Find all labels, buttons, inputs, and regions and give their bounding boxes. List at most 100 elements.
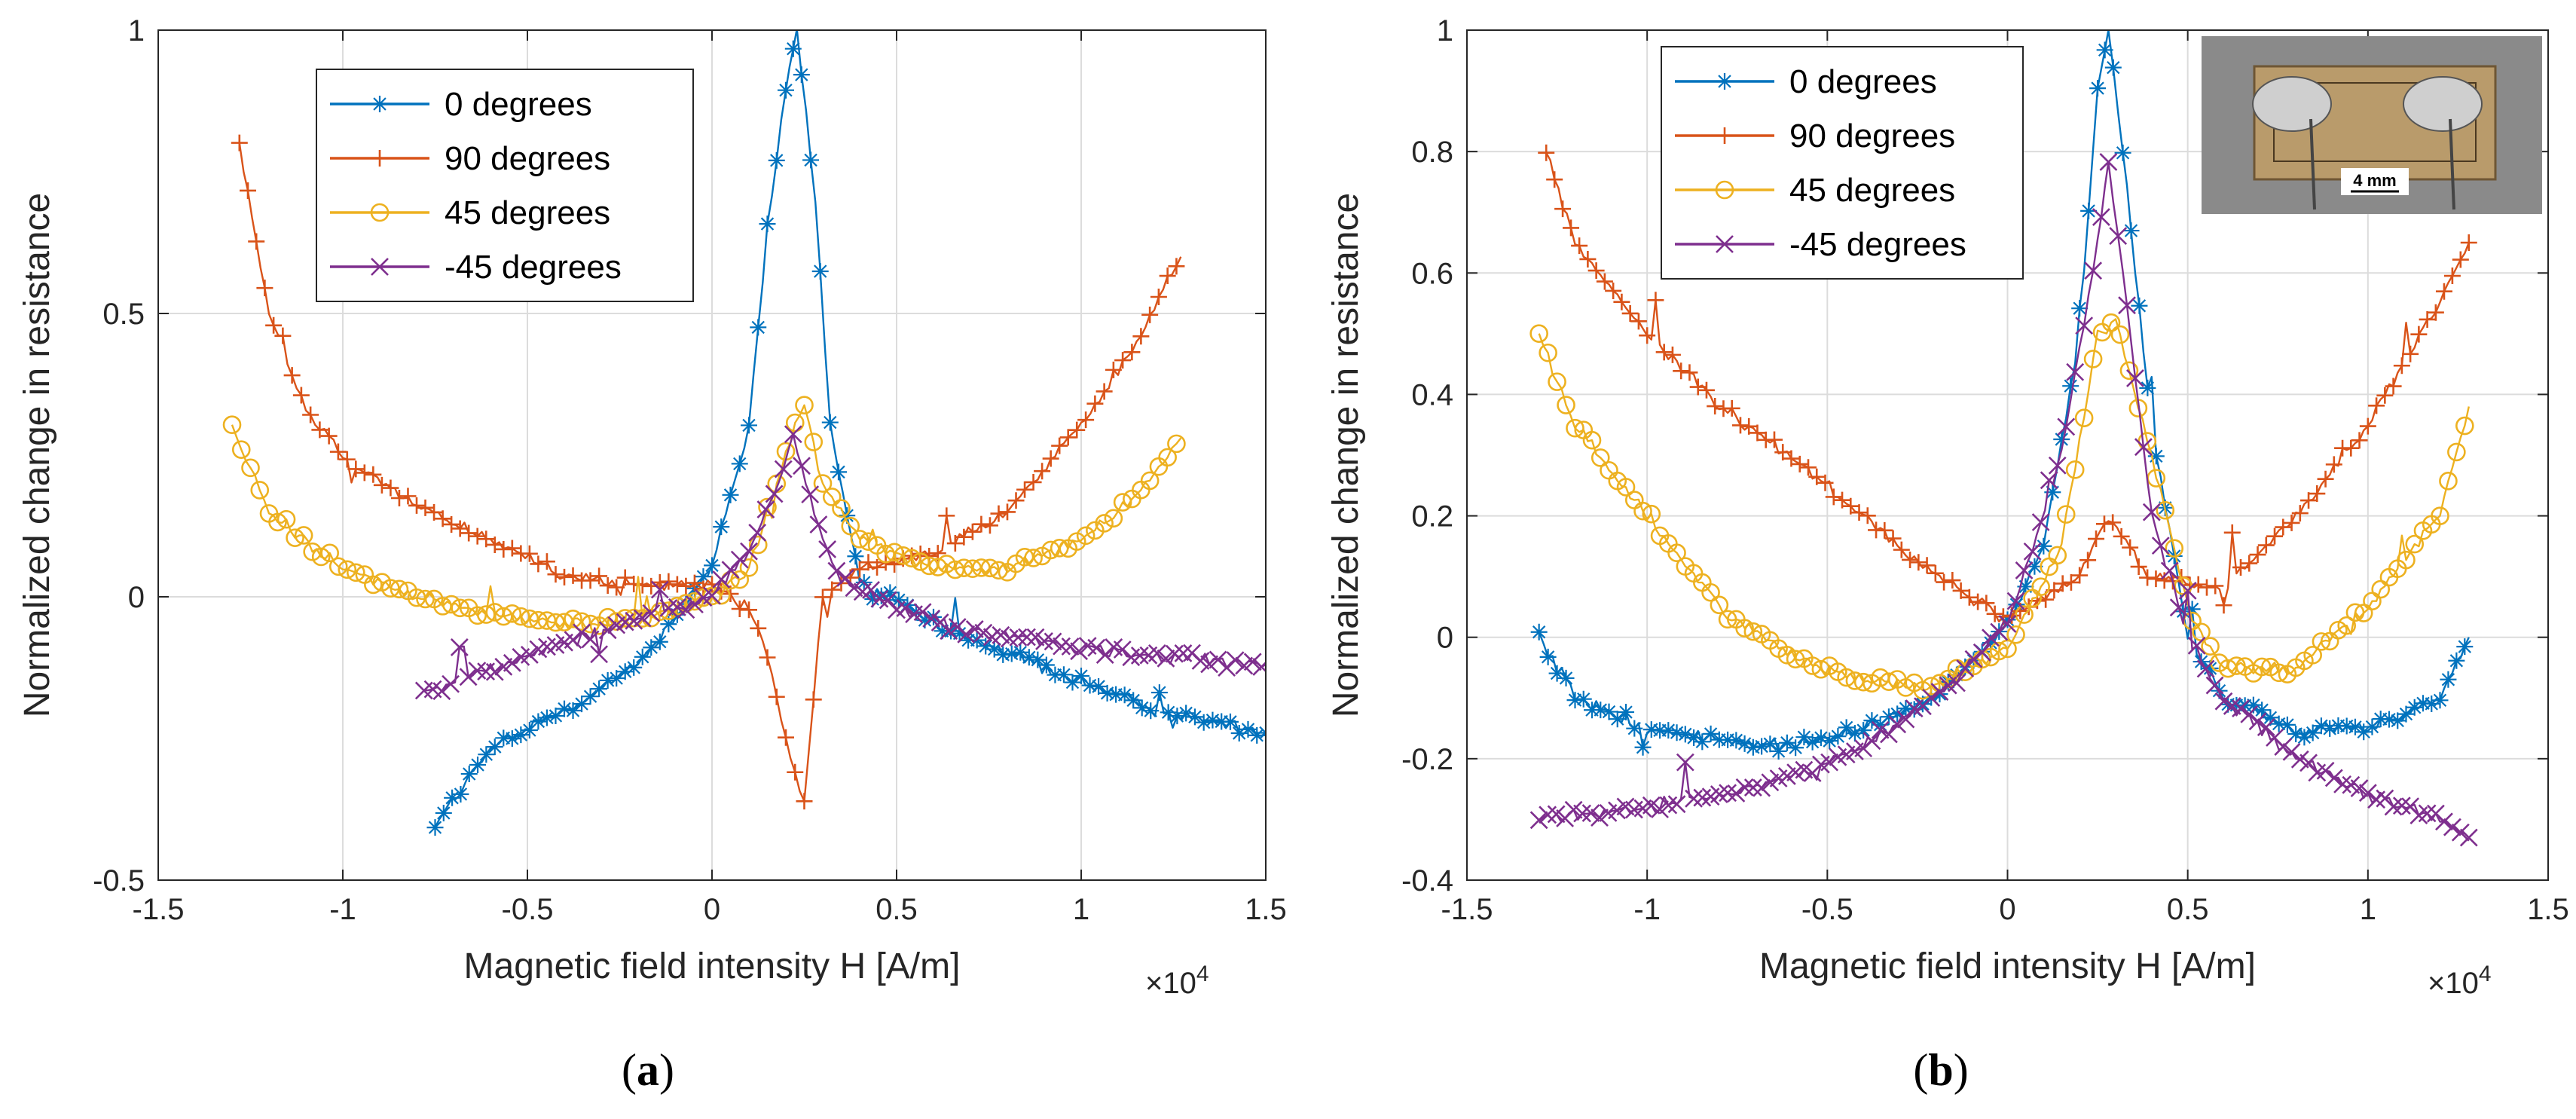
legend-marker	[1716, 235, 1734, 253]
data-point	[951, 625, 968, 642]
data-point	[2214, 692, 2233, 711]
legend-label: 0 degrees	[445, 86, 592, 123]
data-point	[1020, 649, 1037, 666]
data-point	[633, 609, 652, 628]
data-point	[1086, 395, 1104, 412]
data-point	[1226, 651, 1245, 670]
data-point	[2249, 546, 2266, 564]
legend-label: 90 degrees	[445, 140, 610, 177]
data-point	[572, 612, 591, 631]
data-point	[529, 610, 548, 630]
data-point	[1547, 805, 1566, 824]
data-point	[1838, 719, 1855, 736]
data-point	[547, 707, 564, 724]
data-point	[943, 622, 960, 640]
y-tick-label: -0.2	[1401, 743, 1453, 776]
data-point	[1113, 493, 1132, 512]
data-point	[2337, 616, 2356, 635]
data-point	[940, 622, 958, 641]
data-point	[885, 543, 904, 562]
data-point	[1104, 509, 1123, 528]
data-point	[268, 512, 287, 532]
data-point	[1575, 690, 1592, 708]
data-point	[328, 557, 348, 576]
series-layer	[1529, 30, 2478, 847]
data-point	[364, 575, 383, 595]
data-point	[1600, 703, 1618, 720]
data-point	[1774, 444, 1792, 461]
data-point	[1105, 361, 1122, 378]
x-multiplier: ×104	[1145, 962, 1209, 1000]
data-point	[443, 515, 460, 533]
data-point	[2196, 659, 2215, 678]
data-point	[811, 263, 829, 280]
data-point	[1825, 488, 1842, 506]
data-point	[1034, 463, 1051, 480]
legend: 0 degrees 90 degrees 45 degrees -45 degrees	[316, 69, 694, 302]
y-tick-label: 0.5	[102, 298, 145, 331]
data-point	[1930, 683, 1949, 701]
data-point	[1681, 364, 1698, 381]
data-point	[1969, 593, 1987, 610]
data-point	[1141, 306, 1159, 323]
x-tick-label: -1.5	[133, 893, 185, 926]
data-point	[809, 515, 828, 534]
data-point	[616, 663, 634, 680]
data-point	[1689, 378, 1707, 396]
data-point	[995, 646, 1012, 663]
data-point	[765, 485, 784, 503]
data-point	[2389, 712, 2406, 729]
data-point	[2048, 456, 2067, 475]
legend-item-90-degrees: 90 degrees	[1675, 118, 1955, 154]
data-point	[2252, 657, 2272, 677]
data-point	[2376, 387, 2394, 404]
data-point	[847, 548, 864, 565]
data-point	[977, 637, 995, 655]
data-point	[591, 680, 608, 698]
data-point	[1927, 564, 1944, 582]
data-point	[1166, 644, 1184, 663]
data-point	[503, 604, 522, 623]
data-point	[1651, 800, 1669, 818]
data-point	[616, 569, 634, 586]
data-point	[974, 623, 993, 642]
data-point	[2223, 524, 2241, 541]
data-point	[442, 674, 460, 693]
data-point	[2358, 784, 2377, 803]
series-layer	[222, 30, 1266, 836]
data-point	[1777, 646, 1797, 665]
data-point	[2283, 514, 2300, 531]
data-point	[1053, 637, 1071, 656]
data-point	[748, 523, 767, 542]
data-point	[512, 726, 530, 744]
data-point	[444, 789, 461, 806]
data-point	[1067, 532, 1086, 551]
data-point	[294, 526, 313, 545]
data-point	[1530, 623, 1548, 641]
data-point	[302, 406, 319, 423]
data-point	[2452, 251, 2469, 268]
data-point	[911, 552, 930, 571]
data-point	[1108, 686, 1125, 703]
data-point	[2139, 379, 2156, 396]
data-point	[1701, 582, 1720, 602]
y-axis-label: Normalized change in resistance	[1326, 193, 1366, 717]
data-point	[1735, 778, 1754, 796]
data-point	[2460, 234, 2477, 251]
data-point	[2269, 663, 2288, 683]
data-point	[1221, 713, 1239, 730]
data-point	[1133, 699, 1150, 717]
data-point	[2088, 530, 2105, 548]
legend-item-45-degrees: -45 degrees	[330, 249, 622, 286]
data-point	[916, 612, 934, 629]
data-point	[1743, 622, 1763, 641]
data-point	[1051, 437, 1068, 454]
y-tick-label: -0.4	[1401, 864, 1453, 897]
legend-item-0-degrees: 0 degrees	[1675, 63, 1937, 100]
data-point	[1581, 804, 1600, 822]
data-point	[704, 557, 720, 574]
data-point	[1035, 632, 1053, 650]
data-point	[739, 558, 759, 577]
data-point	[1676, 726, 1694, 743]
data-point	[2392, 796, 2411, 815]
